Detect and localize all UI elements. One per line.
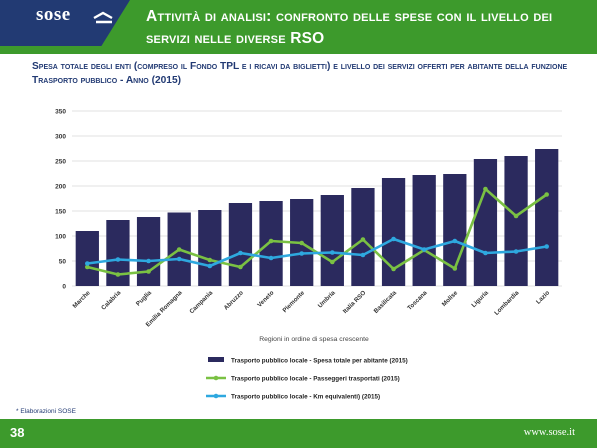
bar xyxy=(136,217,161,286)
series-point xyxy=(452,266,458,271)
series-point xyxy=(483,186,488,192)
logo-mark-icon xyxy=(93,11,113,24)
legend-label: Trasporto pubblico locale - Passeggeri t… xyxy=(231,375,400,382)
series-point xyxy=(115,257,121,262)
y-tick-label: 300 xyxy=(55,134,66,141)
y-tick-label: 50 xyxy=(59,259,67,266)
x-tick-label: Marche xyxy=(71,289,92,310)
page-number: 38 xyxy=(10,425,25,440)
series-point xyxy=(207,257,213,263)
x-tick-label: Veneto xyxy=(256,289,275,308)
bar xyxy=(443,174,467,286)
bar xyxy=(504,156,528,286)
series-point xyxy=(115,272,121,277)
series-line xyxy=(87,237,547,268)
x-tick-label: Campania xyxy=(188,289,214,315)
legend-label: Trasporto pubblico locale - Spesa totale… xyxy=(231,357,408,364)
x-tick-label: Lazio xyxy=(535,289,551,305)
x-tick-label: Piemonte xyxy=(281,289,306,314)
series-point xyxy=(85,261,90,266)
legend-marker xyxy=(213,375,219,381)
bar xyxy=(381,178,406,286)
x-tick-label: Molise xyxy=(441,289,460,308)
series-point xyxy=(176,247,182,252)
legend-label: Trasporto pubblico locale - Km equivalen… xyxy=(231,393,380,400)
x-tick-label: Abruzzo xyxy=(223,289,245,311)
bar xyxy=(106,220,130,286)
series-point xyxy=(513,213,519,219)
series-point xyxy=(421,247,427,252)
series-point xyxy=(146,269,151,274)
series-point xyxy=(238,250,243,256)
series-point xyxy=(299,240,304,246)
bar xyxy=(412,175,436,286)
bar xyxy=(320,195,344,286)
x-tick-label: Calabria xyxy=(100,289,123,312)
x-tick-label: Italia RSO xyxy=(342,289,368,315)
source-note: * Elaborazioni SOSE xyxy=(16,408,76,415)
y-tick-label: 0 xyxy=(62,284,66,291)
y-tick-label: 150 xyxy=(55,209,66,216)
series-point xyxy=(330,250,335,255)
series-point xyxy=(268,238,274,244)
series-point xyxy=(146,258,151,264)
header-bar: sose Attività di analisi: confronto dell… xyxy=(0,0,597,54)
x-axis-label: Regioni in ordine di spesa crescente xyxy=(259,336,369,343)
website-link[interactable]: www.sose.it xyxy=(523,427,575,438)
series-point xyxy=(85,264,90,270)
series-point xyxy=(360,252,366,258)
bar xyxy=(198,210,222,286)
series-point xyxy=(452,238,458,244)
y-tick-label: 200 xyxy=(55,184,66,191)
legend-marker xyxy=(213,393,219,399)
series-point xyxy=(330,259,335,265)
bar xyxy=(351,188,375,286)
series-point xyxy=(299,251,304,256)
series-point xyxy=(513,249,519,254)
chart-subtitle: Spesa totale degli enti (compreso il Fon… xyxy=(32,61,568,86)
series-point xyxy=(391,266,396,272)
series-point xyxy=(176,256,182,262)
x-tick-label: Liguria xyxy=(470,289,490,309)
bar xyxy=(75,231,99,286)
bar xyxy=(473,159,498,286)
footer-bar: 38 www.sose.it xyxy=(0,419,597,448)
y-tick-label: 100 xyxy=(55,234,66,241)
series-point xyxy=(483,250,488,256)
series-point xyxy=(544,244,549,249)
series-point xyxy=(391,236,396,242)
y-tick-label: 350 xyxy=(55,109,66,116)
legend-swatch xyxy=(208,357,224,362)
sose-logo: sose xyxy=(36,4,71,25)
series-point xyxy=(360,237,366,242)
bar xyxy=(535,149,559,286)
x-tick-label: Basilicata xyxy=(373,289,399,315)
series-point xyxy=(268,255,274,261)
page-title: Attività di analisi: confronto delle spe… xyxy=(146,8,553,47)
y-tick-label: 250 xyxy=(55,159,66,166)
series-point xyxy=(238,264,243,270)
x-tick-label: Lombardia xyxy=(493,289,521,317)
bar xyxy=(228,203,253,286)
series-point xyxy=(544,192,549,197)
series-point xyxy=(207,263,213,269)
bar xyxy=(259,201,283,286)
x-tick-label: Umbria xyxy=(317,289,337,309)
x-tick-label: Toscana xyxy=(406,289,429,312)
x-tick-label: Puglia xyxy=(135,289,153,307)
